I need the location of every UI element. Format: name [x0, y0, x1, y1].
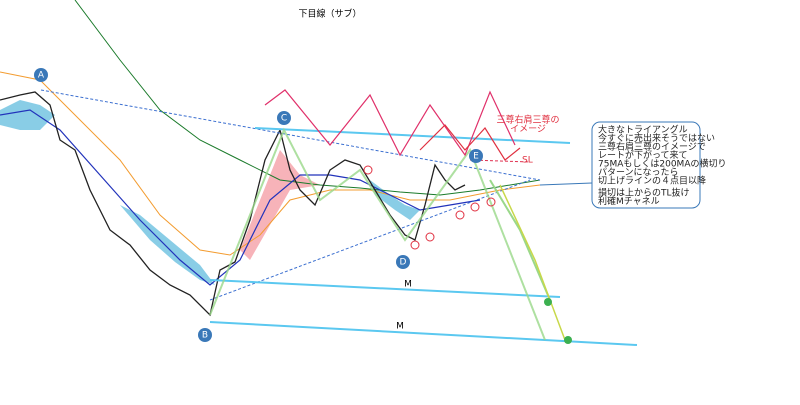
channel-label: M — [404, 280, 412, 290]
note-line: 三尊右肩三尊のイメージで — [598, 141, 706, 153]
ma-line — [74, 0, 541, 196]
pattern-line — [264, 89, 516, 157]
channel-line — [254, 127, 571, 144]
note-footer: 損切は上からのTL抜け — [598, 187, 690, 199]
channel-label: M — [396, 322, 404, 332]
pattern-note: イメージ — [510, 125, 546, 135]
callout-pointer — [539, 182, 593, 186]
projection — [489, 179, 551, 301]
pattern-note: 三尊右肩三尊の — [496, 114, 559, 126]
ma-line — [0, 109, 481, 286]
trendline — [209, 179, 531, 301]
chart-title: 下目線（サブ） — [298, 8, 361, 20]
note-line: パターンになったら — [598, 167, 679, 178]
ma-line — [0, 71, 541, 256]
note-line: 今すぐに売出来そうではない — [598, 132, 715, 144]
projection — [209, 127, 546, 341]
pattern-line — [419, 124, 521, 161]
point-label: E — [473, 152, 479, 162]
point-label: C — [281, 114, 287, 124]
cloud — [120, 205, 215, 285]
point-markers — [34, 68, 483, 342]
note-line: 75MAもしくは200MAの横切り — [598, 158, 726, 170]
point-label: B — [202, 331, 208, 341]
note-footer: 利確Mチャネル — [598, 195, 660, 207]
note-line: 大きなトライアングル — [598, 124, 688, 136]
point-label: D — [400, 258, 407, 268]
note-box — [591, 121, 701, 209]
cloud — [240, 150, 320, 260]
cloud — [0, 100, 55, 130]
sl-label: SL — [522, 156, 533, 166]
point-label: A — [38, 71, 45, 81]
trendline — [40, 89, 541, 181]
note-line: 切上げラインの４点目以降 — [598, 175, 706, 187]
channel-line — [209, 279, 561, 298]
note-line: レートが下がって来て — [598, 149, 688, 161]
projection — [499, 184, 566, 341]
price-line — [0, 91, 466, 317]
